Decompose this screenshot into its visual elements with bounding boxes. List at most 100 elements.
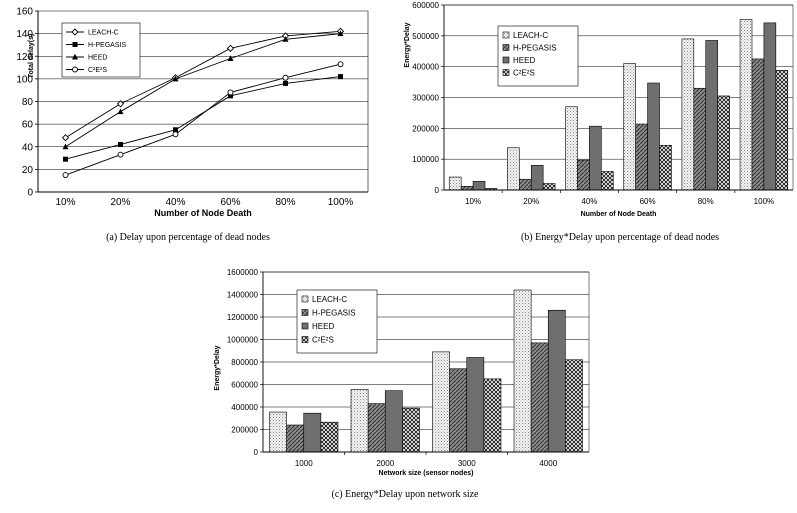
x-tick-label: 40% [165, 197, 185, 208]
point-2 [72, 42, 78, 47]
bar-1 [269, 411, 287, 453]
bar-1 [507, 147, 520, 191]
bar-3 [547, 309, 566, 453]
point-4 [172, 131, 179, 138]
legend-label: HEED [513, 56, 535, 65]
legend-label: LEACH-C [88, 30, 119, 37]
y-tick-label: 0 [254, 448, 259, 457]
chart-delay-line: 0 20 40 60 80 100 120 140 160 10% 20% 40% 60% 80% 100%… [16, 7, 369, 243]
point-2 [228, 93, 233, 99]
y-tick-label: 80 [22, 97, 34, 108]
bar-4 [402, 407, 420, 453]
bar-3 [763, 22, 777, 191]
y-tick-label: 500000 [412, 32, 439, 41]
point-2 [63, 156, 68, 162]
caption: (b) Energy*Delay upon percentage of dead… [521, 232, 719, 243]
legend-swatch [301, 309, 309, 316]
legend-swatch [502, 44, 510, 51]
x-tick-label: 100% [754, 197, 774, 206]
bar-1 [739, 19, 753, 191]
y-tick-label: 800000 [231, 358, 258, 367]
point-3 [117, 108, 124, 115]
series-line-1 [65, 30, 341, 139]
point-3 [227, 55, 234, 62]
bar-1 [681, 38, 695, 191]
caption: (c) Energy*Delay upon network size [332, 489, 480, 500]
x-tick-label: 80% [275, 197, 295, 208]
point-2 [283, 80, 288, 86]
y-tick-label: 100000 [412, 155, 439, 164]
legend-label: H-PEGASIS [88, 42, 126, 49]
x-axis-title: Number of Node Death [154, 208, 252, 218]
point-2 [338, 74, 343, 80]
y-tick-label: 200000 [231, 426, 258, 435]
y-tick-label: 1200000 [227, 313, 259, 322]
y-tick-label: 120 [16, 52, 33, 63]
point-1 [226, 44, 235, 52]
legend-label: LEACH-C [312, 295, 347, 304]
x-tick-label: 60% [220, 197, 240, 208]
legend-swatch [301, 295, 309, 303]
y-tick-label: 600000 [231, 381, 258, 390]
x-tick-label: 80% [698, 197, 714, 206]
bar-3 [705, 40, 718, 191]
point-4 [62, 172, 69, 178]
x-tick-label: 2000 [376, 459, 394, 468]
y-tick-label: 200000 [412, 124, 439, 133]
point-1 [71, 28, 79, 36]
bar-2 [635, 123, 648, 191]
y-tick-label: 160 [16, 7, 33, 18]
y-tick-label: 140 [16, 29, 33, 40]
bar-1 [448, 176, 462, 191]
point-4 [72, 66, 78, 73]
bar-4 [320, 421, 339, 453]
legend-label: HEED [312, 322, 334, 331]
legend-swatch [502, 56, 510, 64]
y-tick-label: 0 [27, 188, 33, 199]
bar-3 [384, 390, 403, 453]
bar-1 [513, 289, 532, 453]
bar-2 [530, 342, 549, 453]
point-3 [72, 53, 78, 60]
y-tick-label: 400000 [412, 63, 439, 72]
x-axis-title: Network size (sensor nodes) [379, 470, 474, 477]
legend-label: C²E²S [88, 67, 107, 74]
point-3 [337, 30, 344, 37]
y-tick-label: 600000 [412, 1, 439, 10]
legend-label: LEACH-C [513, 31, 548, 40]
point-4 [282, 74, 289, 81]
y-axis-title: Energy*Delay [404, 22, 411, 67]
legend-label: H-PEGASIS [513, 44, 557, 53]
x-tick-label: 10% [55, 197, 75, 208]
y-tick-label: 1400000 [227, 291, 259, 300]
series-line-3 [65, 33, 341, 148]
point-4 [227, 89, 234, 96]
y-tick-label: 1000000 [227, 336, 259, 345]
x-tick-label: 1000 [295, 459, 313, 468]
bar-2 [519, 178, 532, 191]
point-2 [118, 141, 123, 147]
series-line-2 [65, 76, 341, 160]
bar-3 [647, 82, 660, 191]
bar-1 [565, 106, 578, 191]
x-tick-label: 40% [581, 197, 597, 206]
bar-4 [717, 95, 730, 191]
y-tick-label: 0 [435, 186, 440, 195]
y-axis-title: Energy*Delay [214, 345, 221, 390]
legend-label: HEED [88, 55, 107, 62]
y-axis-title: Total delay(s) [28, 34, 35, 79]
point-3 [62, 143, 69, 150]
series-line-4 [65, 63, 341, 176]
bar-4 [659, 144, 672, 191]
bar-4 [565, 359, 583, 453]
bar-1 [350, 389, 369, 453]
bar-3 [530, 165, 544, 191]
bar-3 [303, 412, 322, 453]
point-4 [337, 61, 344, 68]
point-4 [117, 151, 124, 158]
point-3 [282, 36, 289, 42]
legend-label: H-PEGASIS [312, 309, 356, 318]
bar-2 [460, 186, 474, 191]
y-tick-label: 400000 [231, 403, 258, 412]
